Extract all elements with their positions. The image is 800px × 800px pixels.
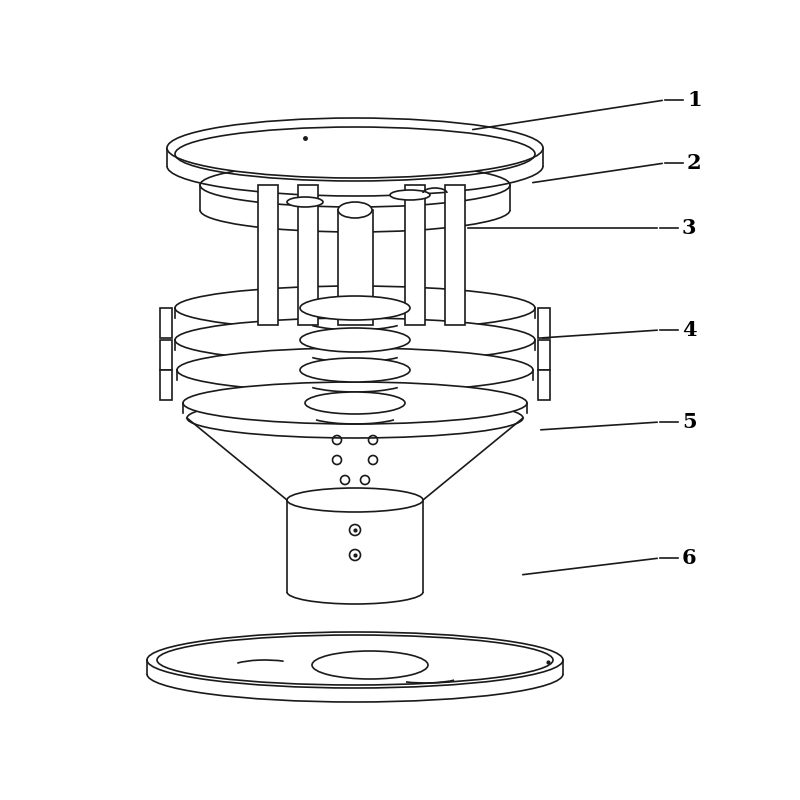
Text: 2: 2 (687, 153, 702, 173)
Ellipse shape (167, 118, 543, 178)
Bar (538, 308, 550, 338)
Ellipse shape (287, 488, 423, 512)
Circle shape (350, 525, 361, 535)
Text: 4: 4 (682, 320, 697, 340)
Bar (160, 308, 172, 338)
Ellipse shape (183, 382, 527, 424)
Ellipse shape (187, 398, 523, 438)
Circle shape (350, 550, 361, 561)
Text: 1: 1 (687, 90, 702, 110)
Ellipse shape (287, 197, 323, 207)
Ellipse shape (175, 318, 535, 362)
Bar (538, 340, 550, 370)
Bar (445, 185, 465, 325)
Bar (538, 370, 550, 400)
Bar (258, 185, 278, 325)
Ellipse shape (390, 190, 430, 200)
Ellipse shape (305, 392, 405, 414)
Ellipse shape (300, 328, 410, 352)
Ellipse shape (338, 202, 372, 218)
Ellipse shape (312, 651, 428, 679)
Text: 6: 6 (682, 548, 697, 568)
Ellipse shape (175, 286, 535, 330)
Bar (160, 370, 172, 400)
Text: 3: 3 (682, 218, 697, 238)
Bar (338, 210, 373, 325)
Ellipse shape (300, 358, 410, 382)
Ellipse shape (177, 348, 533, 392)
Polygon shape (187, 418, 523, 592)
Bar (160, 340, 172, 370)
Ellipse shape (200, 163, 510, 207)
Bar (298, 185, 318, 325)
Ellipse shape (147, 632, 563, 688)
Text: 5: 5 (682, 412, 697, 432)
Ellipse shape (300, 296, 410, 320)
Bar (405, 185, 425, 325)
